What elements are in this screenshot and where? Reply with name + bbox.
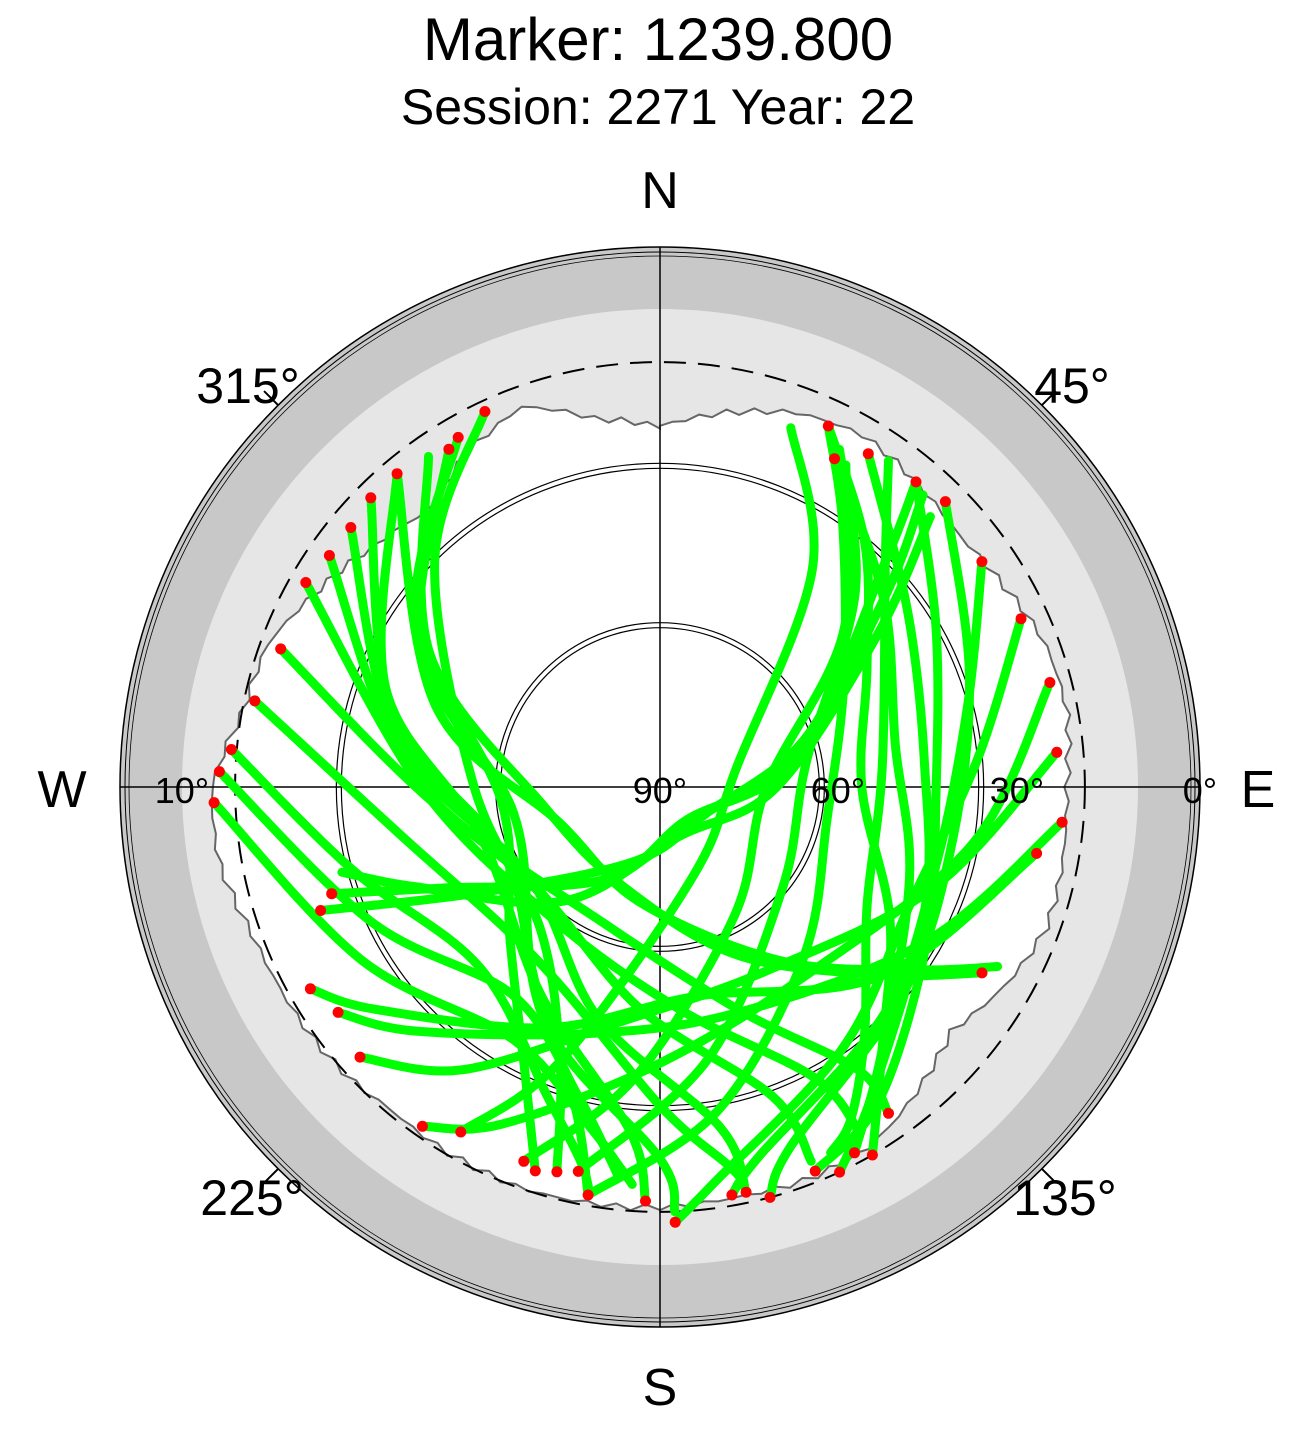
satellite-track (573, 444, 861, 1176)
azimuth-tick-45 (1041, 390, 1057, 406)
track-endpoint (304, 983, 316, 995)
track-endpoint (726, 1189, 738, 1201)
track-endpoint (1031, 847, 1043, 859)
satellite-track (276, 644, 893, 1118)
azimuth-label-225: 225° (200, 1170, 303, 1226)
track-endpoint (849, 1147, 860, 1159)
azimuth-tick-315 (263, 390, 279, 406)
track-endpoint (1051, 746, 1063, 758)
elevation-label-60: 60° (811, 770, 865, 811)
track-endpoint (452, 431, 464, 443)
satellite-track (765, 497, 975, 1202)
satellite-tracks (209, 407, 1067, 1227)
track-endpoint (416, 1120, 428, 1132)
satellite-track (324, 551, 816, 1166)
azimuth-label-315: 315° (196, 358, 299, 414)
track-endpoint (910, 476, 922, 488)
azimuth-label-135: 135° (1013, 1170, 1116, 1226)
track-endpoint (275, 643, 287, 655)
azimuth-label-45: 45° (1034, 358, 1110, 414)
track-endpoint (862, 448, 874, 460)
azimuth-tick-135 (1041, 1168, 1057, 1184)
elevation-label-30: 30° (990, 770, 1044, 811)
track-endpoint (740, 1186, 752, 1198)
satellite-track (670, 614, 1026, 1227)
track-endpoint (479, 406, 491, 417)
satellite-track (305, 848, 1042, 1033)
satellite-track (392, 469, 1003, 975)
track-endpoint (326, 888, 338, 900)
direction-label-east: E (1241, 761, 1276, 819)
elevation-label-90: 90° (633, 770, 687, 811)
track-endpoint (809, 1165, 821, 1177)
track-endpoint (764, 1191, 776, 1203)
track-endpoint (323, 550, 335, 561)
track-endpoint (822, 420, 834, 432)
direction-label-south: S (643, 1359, 678, 1417)
track-endpoint (976, 967, 988, 979)
satellite-track (337, 512, 935, 908)
track-endpoint (883, 1107, 894, 1119)
track-endpoint (391, 468, 403, 480)
track-endpoint (834, 1166, 846, 1178)
satellite-track (727, 557, 987, 1200)
track-endpoint (529, 1165, 541, 1177)
track-endpoint (345, 522, 357, 533)
track-endpoint (551, 1166, 563, 1178)
satellite-track (250, 696, 749, 1187)
chart-subtitle: Session: 2271 Year: 22 (400, 79, 916, 135)
track-endpoint (976, 556, 988, 568)
track-endpoint (572, 1165, 584, 1177)
track-endpoint (332, 1006, 344, 1018)
track-endpoint (213, 766, 225, 778)
track-endpoint (1015, 613, 1027, 625)
direction-label-west: W (37, 761, 86, 819)
track-endpoint (365, 492, 377, 504)
azimuth-tick-225 (263, 1168, 279, 1184)
satellite-track (209, 798, 637, 1189)
direction-label-north: N (641, 162, 679, 220)
satellite-track (301, 578, 864, 1137)
track-endpoints (208, 406, 1068, 1228)
track-endpoint (225, 744, 237, 755)
axis-labels: N S E W 45° 135° 225° 315° 90° 60° 30° 0… (37, 162, 1275, 1417)
chart-title: Marker: 1239.800 (422, 6, 894, 73)
track-endpoint (455, 1126, 467, 1138)
track-endpoint (829, 453, 840, 465)
track-endpoint (315, 905, 327, 916)
track-endpoint (518, 1155, 530, 1167)
track-endpoint (866, 1149, 878, 1161)
satellite-track (583, 421, 850, 1200)
track-endpoint (249, 695, 261, 707)
track-endpoint (640, 1195, 651, 1207)
track-endpoint (354, 1051, 366, 1063)
track-endpoint (582, 1189, 594, 1201)
track-endpoint (939, 496, 951, 508)
elevation-label-10: 10° (155, 770, 209, 811)
track-endpoint (669, 1216, 681, 1228)
elevation-label-0: 0° (1183, 770, 1217, 811)
track-endpoint (1044, 677, 1056, 688)
track-endpoint (443, 443, 455, 455)
track-endpoint (300, 577, 312, 588)
track-endpoint (1056, 816, 1068, 828)
satellite-track (826, 456, 893, 1158)
track-endpoint (208, 797, 220, 809)
